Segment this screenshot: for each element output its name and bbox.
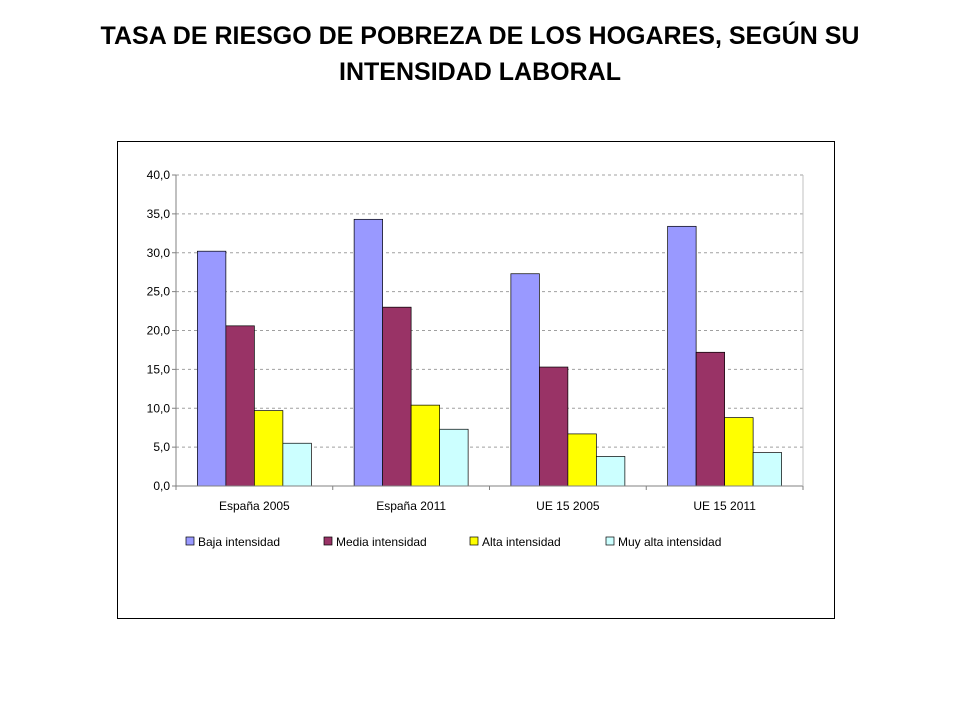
legend-swatch	[605, 536, 615, 546]
y-tick-label: 5,0	[153, 440, 170, 454]
bar-baja-intensidad-2	[353, 218, 383, 487]
slide-title: TASA DE RIESGO DE POBREZA DE LOS HOGARES…	[100, 22, 860, 86]
x-category-label: UE 15 2005	[536, 499, 600, 513]
bar-muy-alta-intensidad-1	[282, 442, 312, 487]
gridlines	[176, 174, 803, 448]
y-tick-label: 15,0	[147, 362, 171, 376]
legend-label: Media intensidad	[336, 535, 427, 549]
bar-muy-alta-intensidad-2	[439, 428, 469, 487]
bar-muy-alta-intensidad-3	[596, 456, 626, 487]
bar-alta-intensidad-2	[410, 404, 440, 487]
bar-baja-intensidad-3	[510, 273, 540, 487]
legend-label: Baja intensidad	[198, 535, 280, 549]
legend-label: Alta intensidad	[482, 535, 561, 549]
legend-swatch	[185, 536, 195, 546]
y-tick-label: 20,0	[147, 324, 171, 338]
bar-alta-intensidad-1	[254, 410, 284, 487]
y-tick-label: 40,0	[147, 168, 171, 182]
x-category-label: España 2005	[219, 499, 290, 513]
bar-alta-intensidad-4	[724, 417, 754, 487]
legend-swatch	[469, 536, 479, 546]
bar-media-intensidad-1	[225, 325, 255, 487]
bar-media-intensidad-4	[695, 351, 725, 487]
bar-baja-intensidad-4	[667, 225, 697, 487]
bar-media-intensidad-2	[382, 306, 412, 487]
y-tick-label: 0,0	[153, 479, 170, 493]
bar-muy-alta-intensidad-4	[752, 452, 782, 487]
axes	[175, 175, 804, 490]
x-category-label: UE 15 2011	[693, 499, 756, 513]
y-axis-ticks: 0,0 5,0 10,0 15,0 20,0 25,0 30,0 35,0 40,0	[147, 168, 176, 493]
y-tick-label: 10,0	[147, 401, 171, 415]
bar-chart: 0,0 5,0 10,0 15,0 20,0 25,0 30,0 35,0 40,0 Españ…	[147, 168, 804, 549]
x-category-label: España 2011	[376, 499, 446, 513]
bar-media-intensidad-3	[539, 366, 569, 487]
bar-baja-intensidad-1	[197, 250, 227, 487]
y-tick-label: 30,0	[147, 246, 171, 260]
legend-swatch	[323, 536, 333, 546]
y-tick-label: 25,0	[147, 285, 171, 299]
chart-frame: 0,0 5,0 10,0 15,0 20,0 25,0 30,0 35,0 40,0 Españ…	[117, 141, 835, 619]
x-axis-labels: España 2005 España 2011 UE 15 2005 UE 15 20…	[219, 499, 756, 513]
legend: Baja intensidad Media intensidad Alta inte…	[185, 535, 721, 549]
bars	[197, 218, 782, 487]
y-tick-label: 35,0	[147, 207, 171, 221]
bar-alta-intensidad-3	[567, 433, 597, 487]
legend-label: Muy alta intensidad	[618, 535, 721, 549]
